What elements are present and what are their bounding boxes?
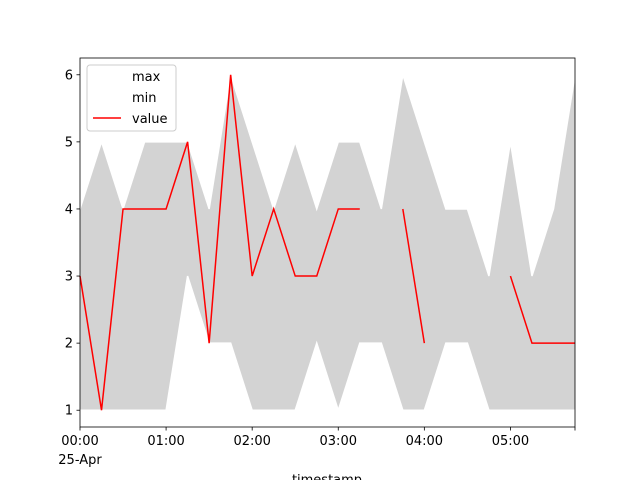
y-tick-label: 2 [65,337,73,352]
x-tick-date: 25-Apr [58,453,102,468]
x-tick-label: 03:00 [320,434,357,449]
x-tick-label: 00:00 [61,434,98,449]
legend-label: value [132,112,168,127]
y-tick-label: 5 [65,135,73,150]
x-tick-label: 05:00 [492,434,529,449]
series-line [509,275,575,344]
y-tick-label: 6 [65,68,73,83]
y-tick-label: 3 [65,270,73,285]
series-line [80,275,575,413]
x-tick-label: 04:00 [406,434,443,449]
series-line [79,74,360,411]
legend-box [86,64,177,132]
legend-label: min [132,91,157,106]
plot-frame [79,57,576,428]
x-tick-label: 02:00 [233,434,270,449]
y-tick-label: 4 [65,202,73,217]
series-line [79,74,576,277]
series-line [402,208,426,344]
x-axis-label: timestamp [292,473,362,480]
legend-label: max [132,70,161,85]
x-tick-label: 01:00 [147,434,184,449]
legend: max min value [86,64,177,132]
y-tick-label: 1 [65,404,73,419]
